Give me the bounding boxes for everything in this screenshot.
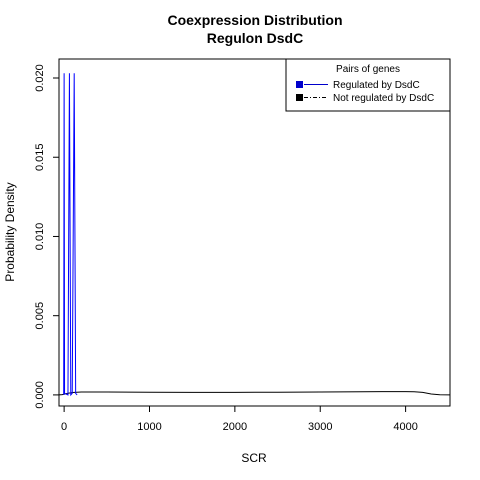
legend-title: Pairs of genes xyxy=(336,64,400,75)
x-tick-label: 4000 xyxy=(393,421,417,433)
y-tick-label: 0.010 xyxy=(34,223,46,251)
series-line-regulated xyxy=(63,73,78,397)
y-tick-label: 0.005 xyxy=(34,302,46,330)
legend: Pairs of genes Regulated by DsdC Not reg… xyxy=(285,58,451,112)
chart-subtitle: Regulon DsdC xyxy=(207,30,303,46)
x-tick-label: 1000 xyxy=(137,421,161,433)
x-tick-label: 0 xyxy=(61,421,67,433)
y-tick-label: 0.000 xyxy=(34,381,46,409)
legend-label-not-regulated: Not regulated by DsdC xyxy=(333,93,434,104)
x-tick-label: 2000 xyxy=(223,421,247,433)
x-axis-label: SCR xyxy=(241,451,267,465)
chart-title: Coexpression Distribution xyxy=(167,12,342,28)
y-axis: 0.000 0.005 0.010 0.015 0.020 xyxy=(34,64,59,409)
legend-label-regulated: Regulated by DsdC xyxy=(333,80,420,91)
legend-swatch-regulated xyxy=(296,81,303,88)
legend-swatch-not-regulated xyxy=(296,94,303,101)
y-tick-label: 0.015 xyxy=(34,143,46,171)
plot-frame xyxy=(58,58,451,407)
x-tick-label: 3000 xyxy=(308,421,332,433)
y-axis-label: Probability Density xyxy=(3,182,17,281)
y-tick-label: 0.020 xyxy=(34,64,46,92)
x-axis: 0 1000 2000 3000 4000 xyxy=(61,406,418,433)
series-layer xyxy=(58,73,451,397)
